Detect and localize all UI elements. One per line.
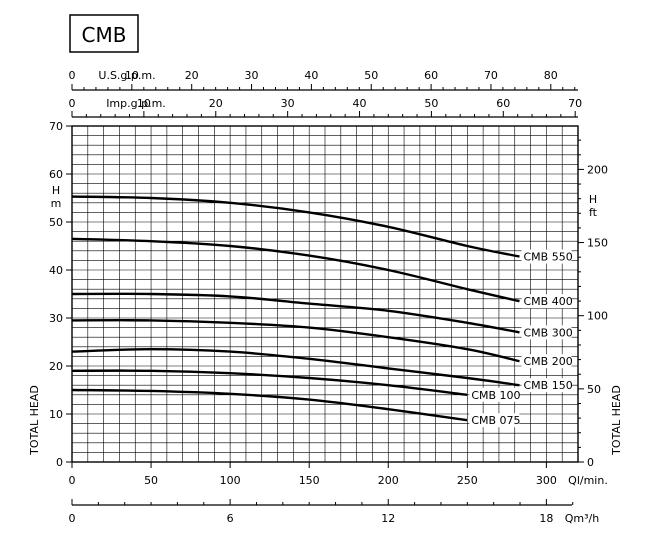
series-line-cmb-400 — [71, 237, 520, 303]
x-axis-title: Ql/min. — [568, 474, 608, 487]
y-tick-label: 20 — [49, 360, 63, 373]
us-gpm-axis-title: U.S.g.p.m. — [98, 69, 155, 82]
y-unit-label: H — [52, 184, 60, 197]
imp-gpm-tick-label: 40 — [353, 97, 367, 110]
series-label: CMB 075 — [471, 414, 520, 427]
series-label-bg — [521, 378, 572, 393]
m3h-tick-label: 0 — [69, 512, 76, 525]
us-gpm-tick-label: 10 — [125, 69, 139, 82]
ft-unit-label: H — [589, 193, 597, 206]
series-label-bg — [521, 249, 572, 264]
us-gpm-tick-label: 0 — [69, 69, 76, 82]
ft-tick-label: 100 — [587, 310, 608, 323]
m3h-tick-label: 12 — [381, 512, 395, 525]
y-tick-label: 30 — [49, 312, 63, 325]
ft-axis-title: TOTAL HEAD — [610, 385, 623, 456]
x-tick-label: 0 — [69, 474, 76, 487]
series-line-cmb-100 — [71, 369, 468, 396]
ft-tick-label: 0 — [587, 456, 594, 469]
y-tick-label: 40 — [49, 264, 63, 277]
series-label: CMB 200 — [523, 355, 572, 368]
y-axis-title: TOTAL HEAD — [28, 385, 41, 456]
series-label-bg — [469, 413, 520, 428]
series-line-cmb-300 — [71, 292, 520, 334]
y-tick-label: 0 — [56, 456, 63, 469]
y-tick-label: 60 — [49, 168, 63, 181]
series-label: CMB 150 — [523, 379, 572, 392]
ft-unit-label: ft — [589, 206, 598, 219]
series-line-cmb-550 — [71, 195, 520, 258]
series-label: CMB 100 — [471, 389, 520, 402]
x-tick-label: 100 — [220, 474, 241, 487]
y-tick-label: 50 — [49, 216, 63, 229]
m3h-tick-label: 6 — [227, 512, 234, 525]
us-gpm-tick-label: 30 — [245, 69, 259, 82]
chart-title: CMB — [82, 23, 127, 47]
us-gpm-tick-label: 50 — [364, 69, 378, 82]
x-tick-label: 200 — [378, 474, 399, 487]
series-label: CMB 300 — [523, 326, 572, 339]
us-gpm-tick-label: 20 — [185, 69, 199, 82]
x-tick-label: 300 — [536, 474, 557, 487]
series-label-bg — [469, 387, 520, 402]
imp-gpm-tick-label: 50 — [424, 97, 438, 110]
imp-gpm-tick-label: 10 — [137, 97, 151, 110]
x-tick-label: 50 — [144, 474, 158, 487]
us-gpm-tick-label: 40 — [304, 69, 318, 82]
title-box: CMB — [69, 14, 139, 53]
series-line-cmb-150 — [71, 347, 520, 387]
us-gpm-tick-label: 70 — [484, 69, 498, 82]
imp-gpm-tick-label: 30 — [281, 97, 295, 110]
y-unit-label: m — [51, 197, 62, 210]
series-line-cmb-200 — [71, 319, 520, 363]
m3h-axis-title: Qm³/h — [565, 512, 599, 525]
m3h-tick-label: 18 — [539, 512, 553, 525]
imp-gpm-axis-title: Imp.g.p.m. — [106, 97, 166, 110]
series-line-cmb-075 — [71, 388, 468, 422]
us-gpm-tick-label: 60 — [424, 69, 438, 82]
ft-tick-label: 150 — [587, 237, 608, 250]
imp-gpm-tick-label: 60 — [496, 97, 510, 110]
series-label-bg — [521, 325, 572, 340]
series-label-bg — [521, 354, 572, 369]
series-label: CMB 550 — [523, 251, 572, 264]
y-tick-label: 70 — [49, 120, 63, 133]
series-layer — [71, 195, 520, 422]
us-gpm-tick-label: 80 — [544, 69, 558, 82]
x-tick-label: 150 — [299, 474, 320, 487]
x-tick-label: 250 — [457, 474, 478, 487]
y-tick-label: 10 — [49, 408, 63, 421]
imp-gpm-tick-label: 70 — [568, 97, 582, 110]
imp-gpm-tick-label: 0 — [69, 97, 76, 110]
ft-tick-label: 50 — [587, 383, 601, 396]
imp-gpm-tick-label: 20 — [209, 97, 223, 110]
series-label-bg — [521, 294, 572, 309]
series-label: CMB 400 — [523, 295, 572, 308]
ft-tick-label: 200 — [587, 163, 608, 176]
